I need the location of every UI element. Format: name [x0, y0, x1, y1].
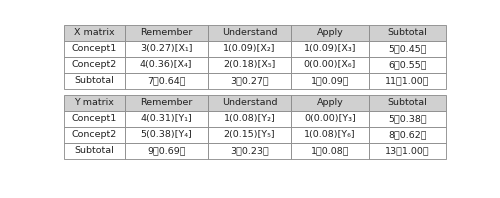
Bar: [64, 57, 124, 72]
Text: 3（0.23）: 3（0.23）: [230, 146, 269, 155]
Text: 11（1.00）: 11（1.00）: [385, 76, 430, 85]
Text: Apply: Apply: [316, 28, 343, 37]
Text: 13（1.00）: 13（1.00）: [385, 146, 430, 155]
Bar: [368, 72, 446, 89]
Text: 1（0.08）: 1（0.08）: [310, 146, 349, 155]
Text: Y matrix: Y matrix: [74, 98, 114, 107]
Bar: [64, 127, 124, 143]
Bar: [124, 111, 208, 127]
Text: Concept2: Concept2: [72, 130, 117, 139]
Text: Subtotal: Subtotal: [74, 76, 114, 85]
Text: 1（0.09）: 1（0.09）: [310, 76, 349, 85]
Bar: [368, 41, 446, 57]
Bar: [124, 143, 208, 159]
Text: Remember: Remember: [140, 28, 192, 37]
Bar: [208, 41, 291, 57]
Bar: [64, 41, 124, 57]
Bar: [208, 25, 291, 41]
Bar: [291, 41, 368, 57]
Text: 5（0.45）: 5（0.45）: [388, 44, 426, 53]
Text: Concept1: Concept1: [72, 44, 117, 53]
Bar: [64, 25, 124, 41]
Text: 9（0.69）: 9（0.69）: [147, 146, 186, 155]
Text: 1(0.09)[X₂]: 1(0.09)[X₂]: [223, 44, 276, 53]
Bar: [124, 41, 208, 57]
Bar: [368, 25, 446, 41]
Bar: [291, 143, 368, 159]
Bar: [208, 72, 291, 89]
Text: 2(0.18)[X₅]: 2(0.18)[X₅]: [224, 60, 276, 69]
Text: Remember: Remember: [140, 98, 192, 107]
Bar: [208, 111, 291, 127]
Bar: [64, 111, 124, 127]
Text: Concept1: Concept1: [72, 114, 117, 123]
Bar: [291, 127, 368, 143]
Bar: [124, 25, 208, 41]
Text: 5(0.38)[Y₄]: 5(0.38)[Y₄]: [140, 130, 192, 139]
Text: Understand: Understand: [222, 98, 277, 107]
Bar: [208, 143, 291, 159]
Bar: [208, 127, 291, 143]
Text: 8（0.62）: 8（0.62）: [388, 130, 426, 139]
Bar: [208, 95, 291, 111]
Bar: [291, 72, 368, 89]
Bar: [291, 95, 368, 111]
Bar: [291, 111, 368, 127]
Bar: [124, 72, 208, 89]
Bar: [291, 25, 368, 41]
Text: 6（0.55）: 6（0.55）: [388, 60, 426, 69]
Bar: [368, 57, 446, 72]
Bar: [124, 127, 208, 143]
Text: Concept2: Concept2: [72, 60, 117, 69]
Text: Apply: Apply: [316, 98, 343, 107]
Text: 2(0.15)[Y₅]: 2(0.15)[Y₅]: [224, 130, 276, 139]
Text: 1(0.08)[Y₆]: 1(0.08)[Y₆]: [304, 130, 356, 139]
Bar: [368, 143, 446, 159]
Text: 7（0.64）: 7（0.64）: [147, 76, 186, 85]
Text: 1(0.09)[X₃]: 1(0.09)[X₃]: [304, 44, 356, 53]
Bar: [64, 143, 124, 159]
Text: 3（0.27）: 3（0.27）: [230, 76, 269, 85]
Bar: [291, 57, 368, 72]
Text: 0(0.00)[Y₃]: 0(0.00)[Y₃]: [304, 114, 356, 123]
Text: 5（0.38）: 5（0.38）: [388, 114, 426, 123]
Text: 4(0.36)[X₄]: 4(0.36)[X₄]: [140, 60, 192, 69]
Bar: [208, 57, 291, 72]
Text: 1(0.08)[Y₂]: 1(0.08)[Y₂]: [224, 114, 276, 123]
Bar: [64, 72, 124, 89]
Bar: [368, 127, 446, 143]
Bar: [124, 57, 208, 72]
Text: Subtotal: Subtotal: [388, 28, 427, 37]
Text: 4(0.31)[Y₁]: 4(0.31)[Y₁]: [140, 114, 192, 123]
Text: X matrix: X matrix: [74, 28, 115, 37]
Bar: [64, 95, 124, 111]
Text: 0(0.00)[X₆]: 0(0.00)[X₆]: [304, 60, 356, 69]
Bar: [124, 95, 208, 111]
Text: 3(0.27)[X₁]: 3(0.27)[X₁]: [140, 44, 192, 53]
Text: Subtotal: Subtotal: [74, 146, 114, 155]
Bar: [368, 95, 446, 111]
Text: Subtotal: Subtotal: [388, 98, 427, 107]
Bar: [368, 111, 446, 127]
Text: Understand: Understand: [222, 28, 277, 37]
